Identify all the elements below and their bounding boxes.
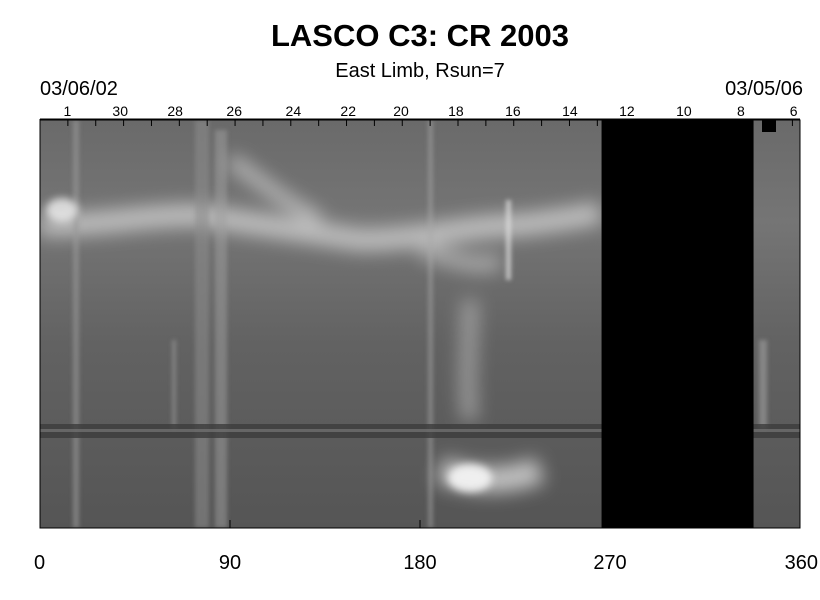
day-label: 16 bbox=[505, 103, 521, 119]
day-label: 24 bbox=[286, 103, 302, 119]
day-label: 12 bbox=[619, 103, 635, 119]
page-subtitle: East Limb, Rsun=7 bbox=[335, 60, 505, 82]
start-date-label: 03/06/02 bbox=[40, 78, 118, 100]
x-tick-label: 360 bbox=[785, 552, 818, 574]
x-tick-label: 0 bbox=[34, 552, 45, 574]
day-label: 10 bbox=[676, 103, 692, 119]
map-image bbox=[40, 120, 800, 528]
day-label: 1 bbox=[64, 103, 72, 119]
x-tick-label: 180 bbox=[403, 552, 436, 574]
end-date-label: 03/05/06 bbox=[725, 78, 803, 100]
page-title: LASCO C3: CR 2003 bbox=[270, 18, 570, 53]
data-gap bbox=[601, 120, 754, 528]
day-label: 26 bbox=[226, 103, 242, 119]
x-tick-label: 90 bbox=[219, 552, 241, 574]
day-label: 6 bbox=[790, 103, 798, 119]
day-label: 22 bbox=[340, 103, 356, 119]
day-label: 14 bbox=[562, 103, 578, 119]
small-data-gap bbox=[762, 120, 776, 132]
day-label: 20 bbox=[393, 103, 409, 119]
day-label: 8 bbox=[737, 103, 745, 119]
day-axis: 1 30 28 26 24 22 20 18 16 14 12 10 8 6 bbox=[39, 103, 798, 126]
day-label: 28 bbox=[167, 103, 183, 119]
day-label: 18 bbox=[448, 103, 464, 119]
x-tick-label: 270 bbox=[593, 552, 626, 574]
x-axis: 0 90 180 270 360 bbox=[34, 520, 818, 574]
day-label: 30 bbox=[112, 103, 128, 119]
